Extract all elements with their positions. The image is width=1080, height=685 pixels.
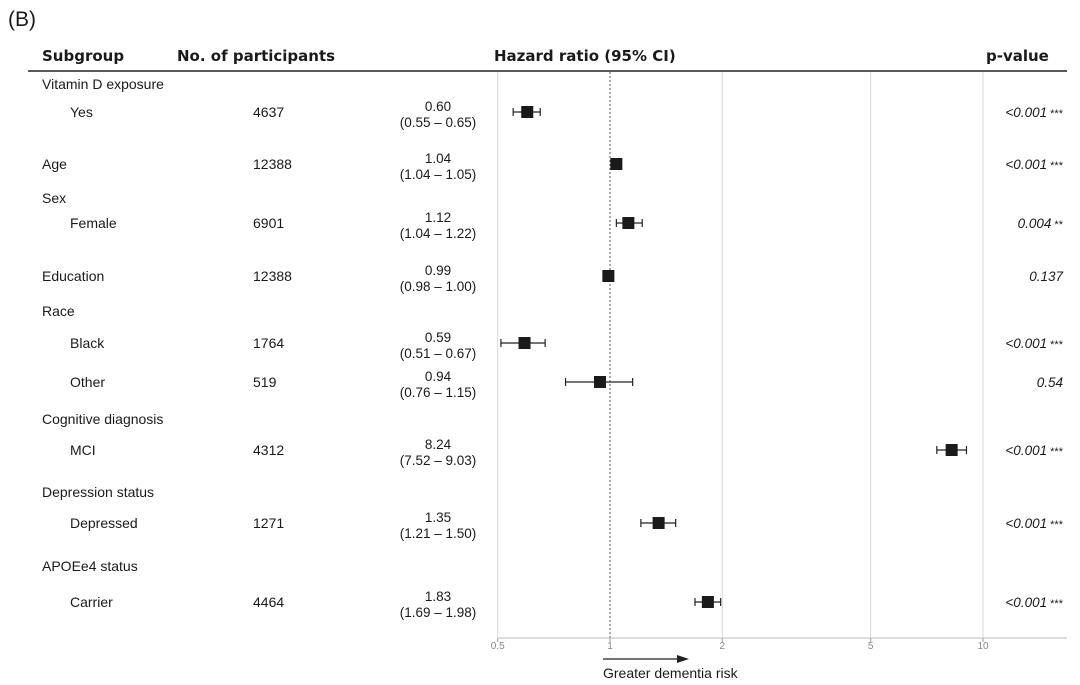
- header-participants: No. of participants: [177, 47, 336, 65]
- header-hazard-ratio: Hazard ratio (95% CI): [494, 47, 676, 65]
- participants-count: 1271: [253, 515, 284, 531]
- subgroup-label: Depression status: [42, 484, 154, 500]
- participants-count: 1764: [253, 335, 284, 351]
- point-estimate: [521, 106, 534, 118]
- confidence-interval: (7.52 – 9.03): [400, 453, 477, 468]
- hazard-ratio-value: 0.60: [425, 99, 451, 114]
- subgroup-label: Sex: [42, 190, 66, 206]
- header-subgroup: Subgroup: [42, 47, 125, 65]
- participants-count: 6901: [253, 215, 284, 231]
- point-estimate: [622, 217, 635, 229]
- hazard-ratio-value: 1.04: [425, 151, 452, 166]
- p-value: <0.001 ***: [1005, 105, 1063, 120]
- x-axis-note: Greater dementia risk: [603, 665, 738, 681]
- x-tick-label: 1: [607, 641, 613, 652]
- subgroup-level-label: Depressed: [70, 515, 138, 531]
- hazard-ratio-value: 1.35: [425, 510, 451, 525]
- participants-count: 12388: [253, 156, 292, 172]
- subgroup-label: Education: [42, 268, 104, 284]
- point-estimate: [602, 270, 615, 282]
- point-estimate: [610, 158, 623, 170]
- point-estimate: [701, 596, 714, 608]
- confidence-interval: (0.98 – 1.00): [400, 279, 477, 294]
- p-value: 0.137: [1029, 269, 1063, 284]
- confidence-interval: (0.51 – 0.67): [400, 346, 477, 361]
- confidence-interval: (1.04 – 1.22): [400, 226, 477, 241]
- x-tick-label: 5: [868, 641, 874, 652]
- point-estimate: [652, 517, 665, 529]
- subgroup-level-label: MCI: [70, 442, 96, 458]
- point-estimate: [593, 376, 606, 388]
- panel-label: (B): [8, 8, 36, 31]
- hazard-ratio-value: 1.83: [425, 589, 451, 604]
- risk-arrow-head: [677, 655, 689, 663]
- hazard-ratio-value: 0.59: [425, 330, 451, 345]
- participants-count: 4464: [253, 594, 284, 610]
- x-tick-label: 0.5: [491, 641, 505, 652]
- header-p-value: p-value: [986, 47, 1049, 65]
- participants-count: 4312: [253, 442, 284, 458]
- hazard-ratio-value: 0.94: [425, 369, 452, 384]
- hazard-ratio-value: 1.12: [425, 210, 451, 225]
- confidence-interval: (1.69 – 1.98): [400, 605, 477, 620]
- subgroup-label: APOEe4 status: [42, 558, 138, 574]
- p-value: <0.001 ***: [1005, 336, 1063, 351]
- hazard-ratio-value: 0.99: [425, 263, 451, 278]
- hazard-ratio-value: 8.24: [425, 437, 452, 452]
- subgroup-level-label: Other: [70, 374, 105, 390]
- subgroup-label: Vitamin D exposure: [42, 76, 164, 92]
- subgroup-label: Age: [42, 156, 67, 172]
- participants-count: 4637: [253, 104, 284, 120]
- p-value: 0.004 **: [1018, 216, 1064, 231]
- participants-count: 519: [253, 374, 277, 390]
- p-value: <0.001 ***: [1005, 516, 1063, 531]
- confidence-interval: (1.21 – 1.50): [400, 526, 477, 541]
- point-estimate: [518, 337, 531, 349]
- p-value: <0.001 ***: [1005, 443, 1063, 458]
- confidence-interval: (1.04 – 1.05): [400, 167, 477, 182]
- x-tick-label: 2: [720, 641, 726, 652]
- confidence-interval: (0.55 – 0.65): [400, 115, 477, 130]
- subgroup-level-label: Yes: [70, 104, 93, 120]
- x-tick-label: 10: [977, 641, 989, 652]
- subgroup-level-label: Female: [70, 215, 117, 231]
- subgroup-label: Cognitive diagnosis: [42, 411, 163, 427]
- p-value: <0.001 ***: [1005, 157, 1063, 172]
- point-estimate: [945, 444, 958, 456]
- participants-count: 12388: [253, 268, 292, 284]
- p-value: 0.54: [1037, 375, 1063, 390]
- confidence-interval: (0.76 – 1.15): [400, 385, 477, 400]
- subgroup-label: Race: [42, 303, 75, 319]
- p-value: <0.001 ***: [1005, 595, 1063, 610]
- subgroup-level-label: Black: [70, 335, 105, 351]
- subgroup-level-label: Carrier: [70, 594, 113, 610]
